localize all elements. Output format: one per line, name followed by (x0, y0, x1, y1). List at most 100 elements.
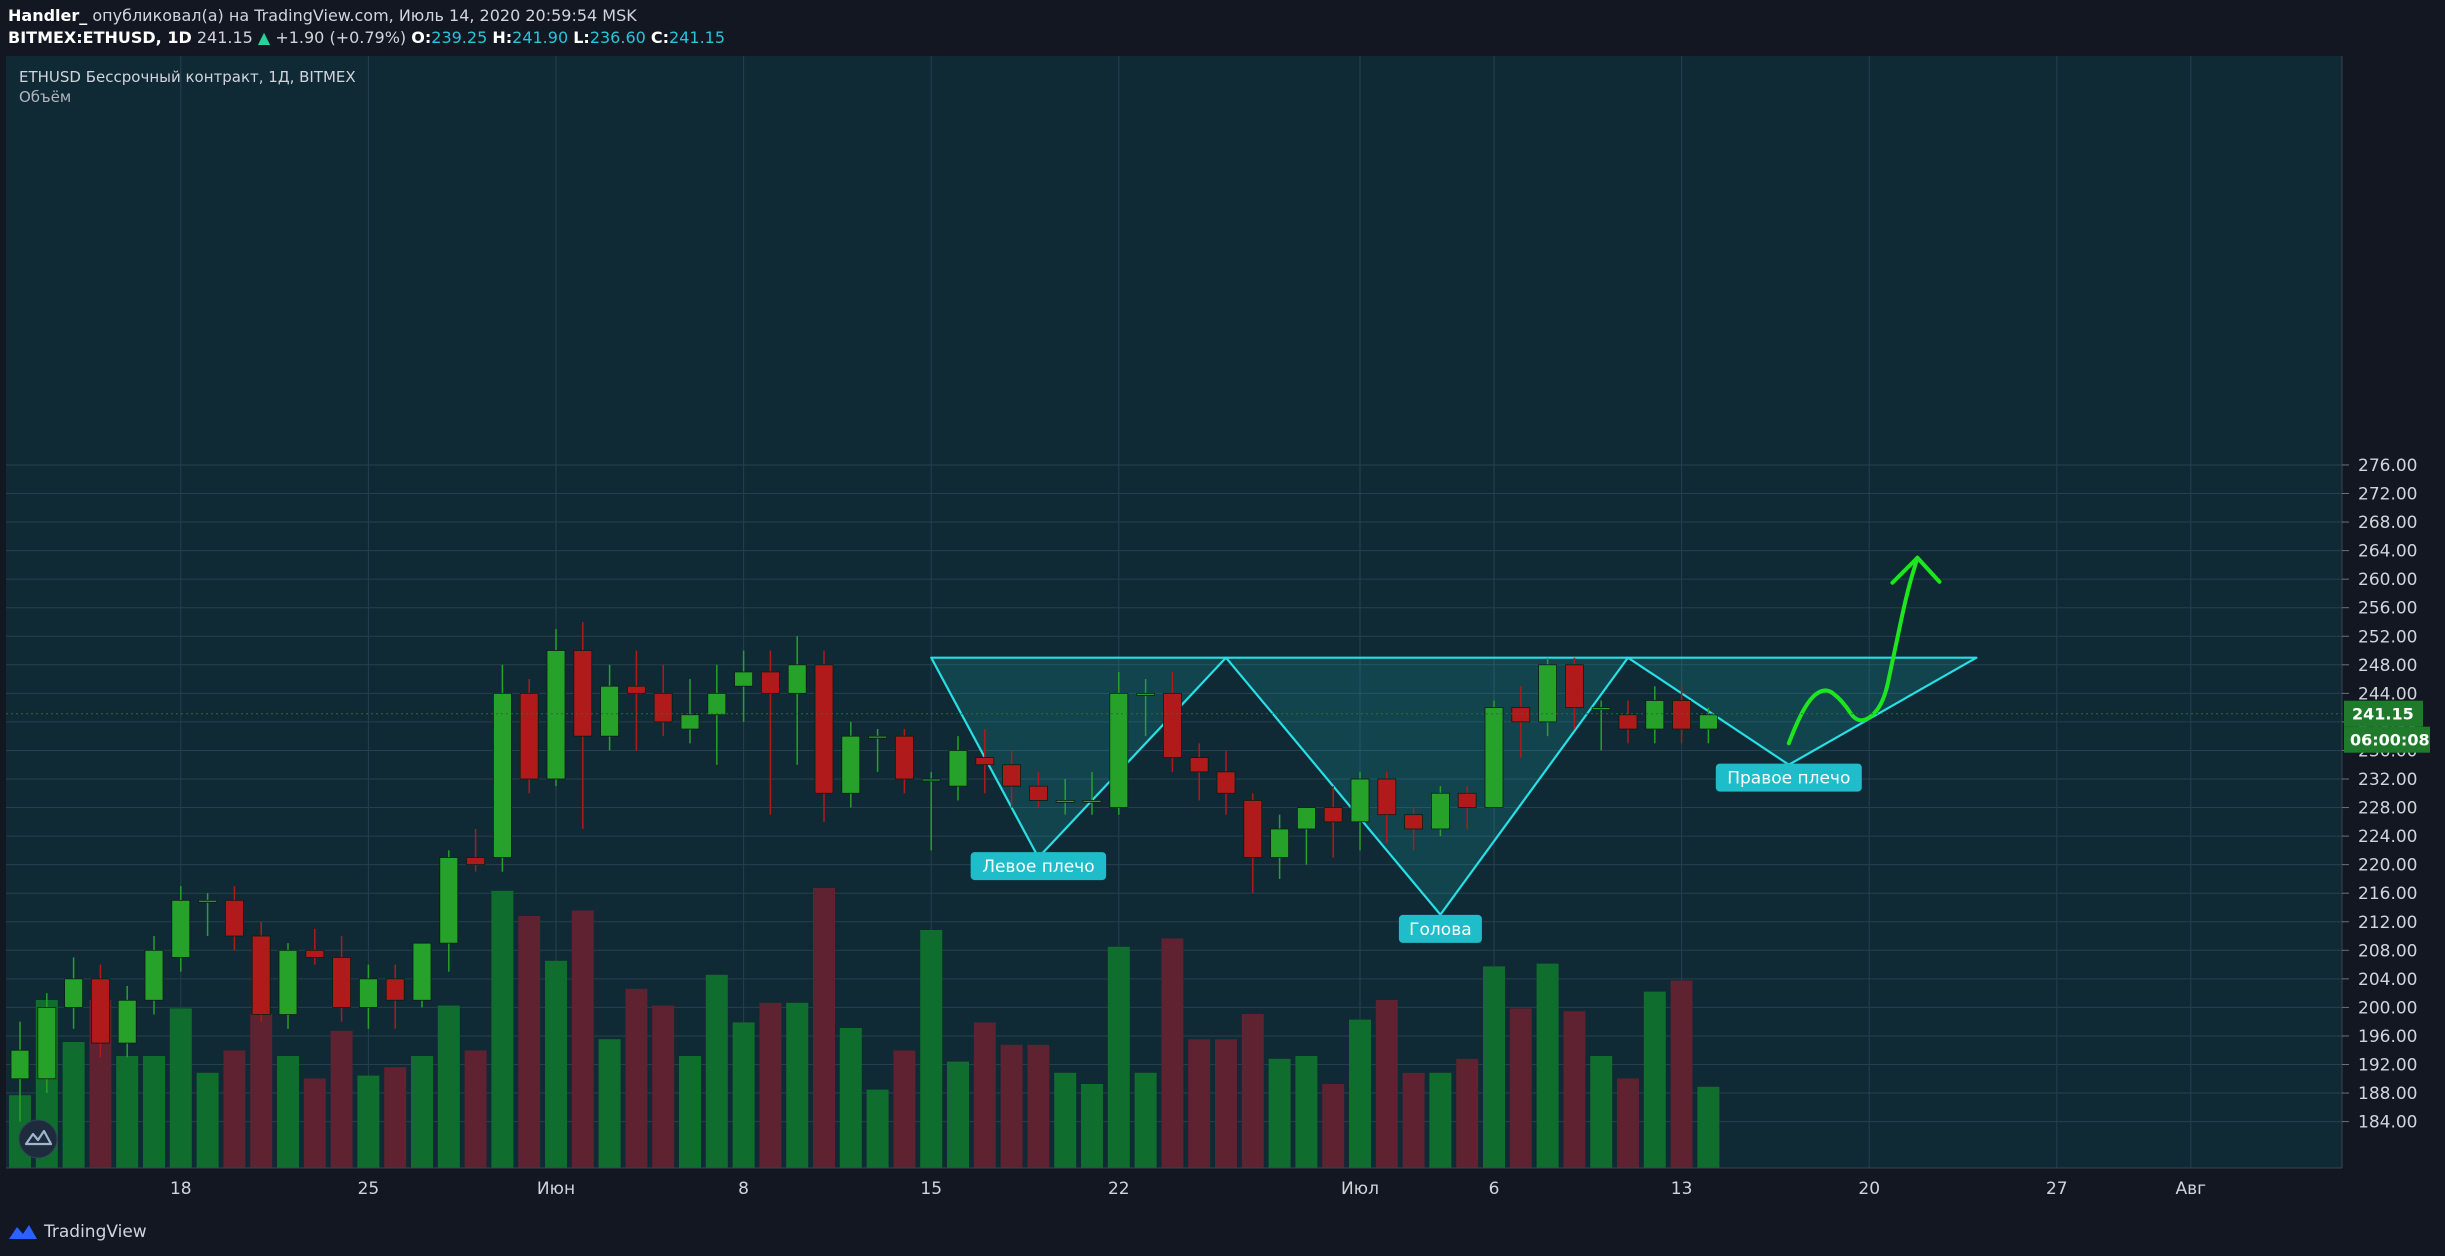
candle-body (278, 949, 298, 1015)
candle-body (332, 957, 352, 1008)
volume-bar (143, 1056, 165, 1168)
price-tick-label: 272.00 (2358, 485, 2417, 505)
volume-bar (1590, 1056, 1613, 1168)
chart-watermark-icon[interactable] (18, 1119, 58, 1159)
pattern-label: Голова (1398, 914, 1482, 943)
price-tick-label: 200.00 (2358, 998, 2417, 1018)
candle-body (600, 685, 619, 737)
candle-body (305, 949, 325, 958)
candle-body (1029, 785, 1048, 801)
time-tick-label: 22 (1108, 1179, 1130, 1199)
time-tick-label: 25 (358, 1179, 380, 1199)
candle-body (1377, 778, 1397, 816)
candle-body (466, 857, 486, 866)
price-tick-label: 252.00 (2358, 627, 2417, 647)
time-tick-label: Июл (1341, 1179, 1379, 1199)
open-value: 239.25 (431, 28, 488, 47)
candle-body (1511, 707, 1531, 723)
volume-bar (1643, 991, 1666, 1168)
price-tick-label: 276.00 (2358, 456, 2417, 476)
head-and-shoulders-pattern[interactable] (930, 656, 1978, 916)
volume-bar (973, 1022, 996, 1168)
time-axis-background (0, 1168, 2445, 1216)
volume-bar (330, 1030, 353, 1168)
candle-body (1216, 771, 1236, 794)
volume-bar (920, 930, 943, 1168)
time-axis[interactable]: 18 25 Июн 8 15 22 Июл 6 13 20 27 Авг (170, 1179, 2206, 1199)
volume-bar (1697, 1086, 1720, 1168)
candle-body (1457, 792, 1477, 808)
close-value: 241.15 (669, 28, 726, 47)
pattern-label-text: Правое плечо (1727, 769, 1850, 789)
volume-bar (1509, 1008, 1532, 1168)
volume-bar (1107, 946, 1130, 1168)
volume-bar (786, 1002, 809, 1168)
price-tick-label: 204.00 (2358, 970, 2417, 990)
volume-bar (1188, 1039, 1211, 1168)
volume-bar (839, 1028, 862, 1168)
price-tick-label: 244.00 (2358, 684, 2417, 704)
pattern-label: Левое плечо (970, 852, 1107, 881)
header-bar: Handler_ опубликовал(а) на TradingView.c… (0, 0, 2445, 54)
footer-bar (0, 1216, 2445, 1256)
candle-body (1189, 757, 1209, 773)
time-tick-label: 15 (920, 1179, 942, 1199)
low-value: 236.60 (589, 28, 646, 47)
candle-body (1163, 692, 1182, 758)
volume-bar (223, 1050, 246, 1168)
volume-bar (947, 1061, 969, 1168)
countdown-badge (2344, 726, 2430, 753)
volume-bar (1295, 1056, 1318, 1168)
volume-bar (1536, 963, 1559, 1168)
time-tick-label: Авг (2176, 1179, 2207, 1199)
volume-bar (813, 888, 835, 1168)
volume-bar (250, 1014, 273, 1168)
candle-body (358, 978, 378, 1008)
candle-body (412, 942, 432, 1001)
volume-bar (491, 890, 514, 1168)
volume-bar (62, 1042, 85, 1168)
volume-bar (1000, 1044, 1023, 1168)
volume-bar (1241, 1014, 1264, 1168)
volume-bar (1134, 1072, 1157, 1168)
candle-body (1484, 707, 1504, 808)
price-tick-label: 268.00 (2358, 513, 2417, 533)
volume-bar (732, 1022, 755, 1168)
candle-body (91, 978, 110, 1044)
open-label: O: (411, 28, 432, 47)
price-tick-label: 228.00 (2358, 799, 2417, 819)
candle-body (975, 757, 995, 766)
quote-line: BITMEX:ETHUSD, 1D 241.15 ▲ +1.90 (+0.79%… (8, 28, 725, 47)
time-tick-label: 6 (1489, 1179, 1500, 1199)
candle-body (680, 714, 700, 730)
volume-bar (1375, 1000, 1398, 1168)
tradingview-logo[interactable]: TradingView (8, 1222, 147, 1242)
pattern-label-text: Голова (1409, 920, 1471, 940)
time-tick-label: 8 (738, 1179, 749, 1199)
symbol[interactable]: BITMEX:ETHUSD, 1D (8, 28, 192, 47)
time-tick-label: 27 (2046, 1179, 2068, 1199)
price-tick-label: 248.00 (2358, 656, 2417, 676)
publisher-name[interactable]: Handler_ (8, 6, 88, 25)
pane-title: ETHUSD Бессрочный контракт, 1Д, BITMEX (19, 68, 356, 86)
price-tick-label: 196.00 (2358, 1027, 2417, 1047)
candle-body (117, 999, 137, 1044)
volume-bars (9, 888, 1720, 1168)
forecast-arrow[interactable] (1786, 555, 1942, 746)
candle-body (1323, 807, 1343, 823)
time-tick-label: Июн (537, 1179, 575, 1199)
pattern-label-text: Левое плечо (982, 857, 1094, 877)
candle-body (385, 978, 405, 1001)
candle-body (1645, 700, 1665, 730)
volume-bar (1322, 1084, 1345, 1168)
publisher-line: Handler_ опубликовал(а) на TradingView.c… (8, 6, 637, 25)
volume-bar (1215, 1039, 1237, 1168)
tradingview-logo-icon (9, 1225, 37, 1239)
volume-bar (464, 1050, 487, 1168)
chart-grid (6, 56, 2342, 1168)
forecast-arrowhead (1890, 555, 1942, 585)
volume-bar (1081, 1084, 1103, 1168)
candle-body (921, 778, 941, 782)
candle-body (948, 750, 968, 787)
